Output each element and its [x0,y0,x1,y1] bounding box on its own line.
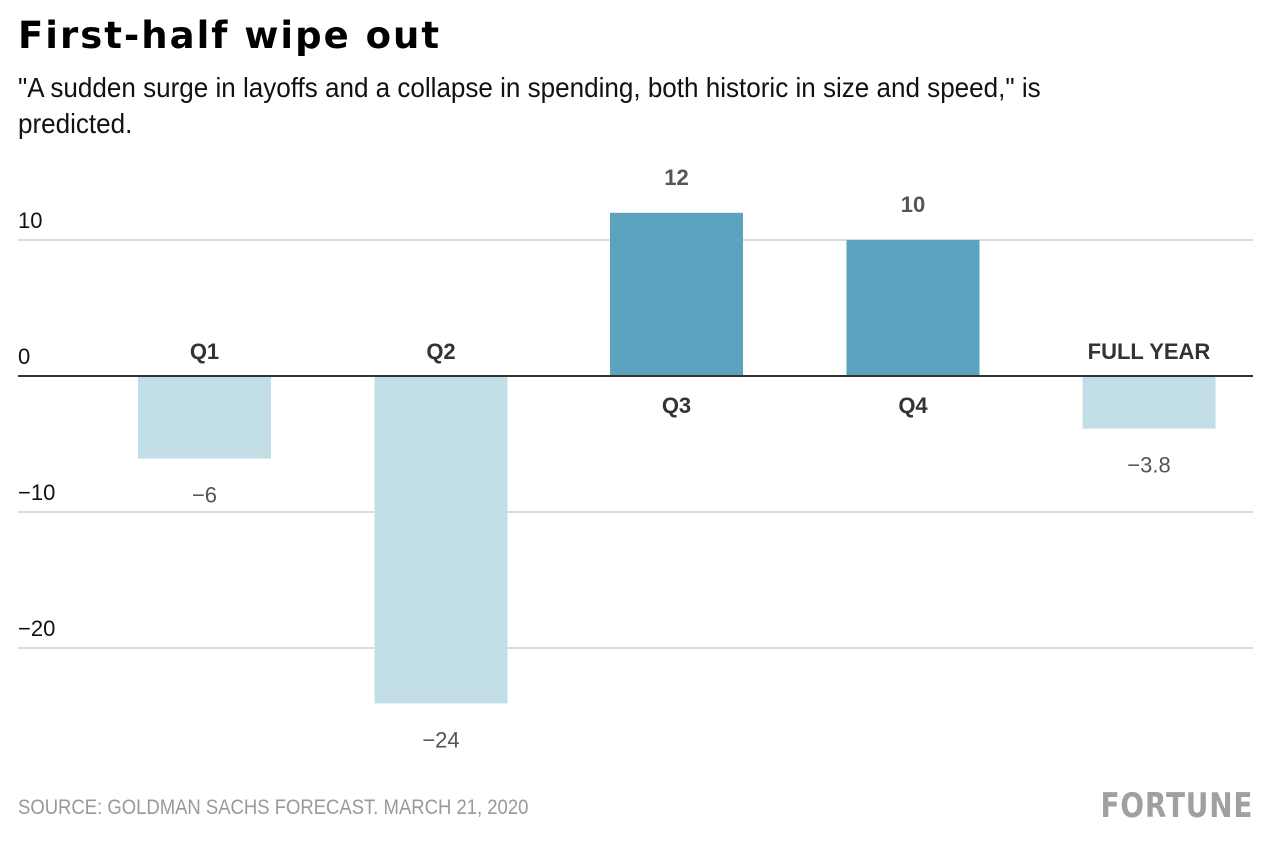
category-label: Q1 [190,339,219,364]
value-label: −24 [422,727,459,752]
y-tick-label: 10 [18,208,42,233]
bar-q1 [138,377,271,459]
bar-q3 [610,212,743,376]
chart-title: First-half wipe out [18,14,442,57]
value-label: −3.8 [1127,453,1170,478]
fortune-logo: FORTUNE [1100,786,1253,826]
y-tick-label: −20 [18,616,55,641]
category-label: FULL YEAR [1088,339,1211,364]
category-label: Q3 [662,393,691,418]
value-label: −6 [192,483,217,508]
source-note: SOURCE: GOLDMAN SACHS FORECAST. MARCH 21… [18,796,529,819]
chart-subtitle: "A sudden surge in layoffs and a collaps… [18,72,1041,139]
bar-q4 [846,240,980,376]
y-tick-label: −10 [18,480,55,505]
bar-q2 [374,377,508,704]
bar-full-year [1082,377,1216,429]
y-tick-label: 0 [18,344,30,369]
value-label: 10 [901,192,925,217]
category-label: Q2 [426,339,455,364]
value-label: 12 [664,165,688,190]
category-label: Q4 [898,393,928,418]
